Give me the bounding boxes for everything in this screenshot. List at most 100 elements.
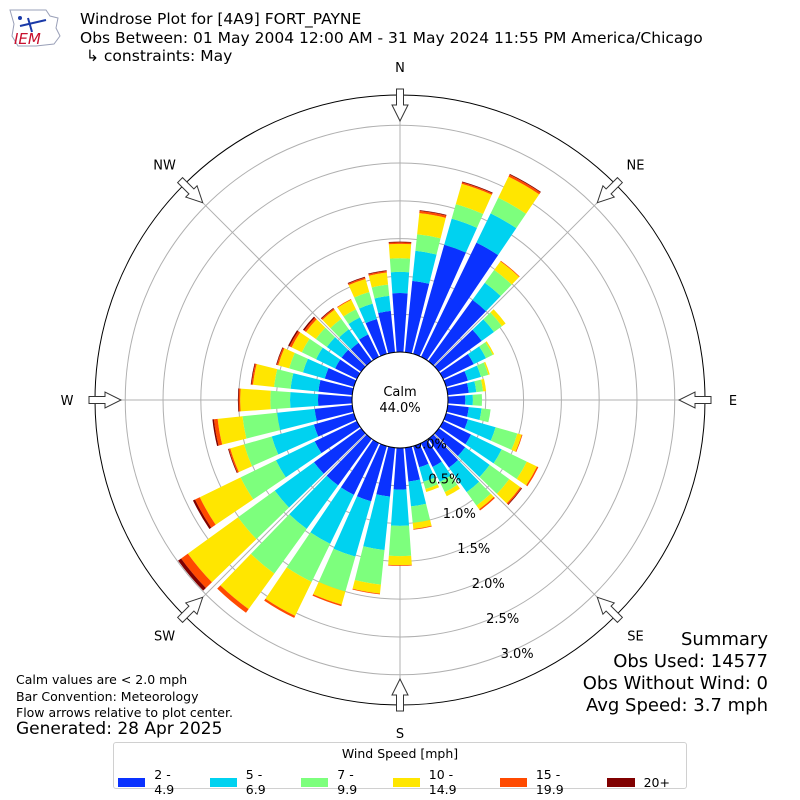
legend-swatch xyxy=(118,777,146,787)
windrose-bar-segment xyxy=(220,553,275,610)
windrose-bar-segment xyxy=(306,319,326,340)
windrose-bar-segment xyxy=(335,359,361,380)
windrose-bar-segment xyxy=(472,319,494,341)
flow-arrow-icon xyxy=(596,176,624,204)
summary-obs-without-wind: Obs Without Wind: 0 xyxy=(582,673,768,694)
legend-item: 15 - 19.9 xyxy=(499,767,591,797)
windrose-bar-segment xyxy=(244,436,279,467)
windrose-bar-segment xyxy=(393,447,407,490)
windrose-bar-segment xyxy=(217,416,247,445)
logo-text: IEM xyxy=(14,30,41,48)
windrose-bar-segment xyxy=(483,312,502,332)
windrose-bar-segment xyxy=(313,428,366,474)
windrose-bar-segment xyxy=(484,269,512,297)
windrose-bar-segment xyxy=(451,204,484,228)
calm-circle xyxy=(351,351,449,449)
windrose-bar-segment xyxy=(490,197,527,229)
direction-label: S xyxy=(396,727,404,742)
legend-label: 5 - 6.9 xyxy=(245,767,266,797)
windrose-bar-segment xyxy=(242,412,281,439)
windrose-bar-segment xyxy=(343,309,360,324)
windrose-bar-segment xyxy=(240,388,271,412)
windrose-bar-segment xyxy=(302,358,329,379)
windrose-bar-segment xyxy=(404,280,430,354)
windrose-bar-segment xyxy=(212,419,219,446)
windrose-bar-segment xyxy=(238,490,289,540)
windrose-bar-segment xyxy=(238,388,241,412)
windrose-bar-segment xyxy=(483,361,490,375)
windrose-bar-segment xyxy=(337,299,356,317)
radial-tick-label: 0.5% xyxy=(428,472,461,487)
windrose-bar-segment xyxy=(326,434,372,486)
windrose-bar-segment xyxy=(348,278,370,298)
calm-threshold-note: Calm values are < 2.0 mph xyxy=(16,672,188,687)
flow-arrow-icon xyxy=(677,391,712,409)
windrose-bar-segment xyxy=(341,349,366,372)
windrose-bar-segment xyxy=(354,546,385,585)
radial-tick-label: 2.5% xyxy=(486,612,519,627)
windrose-bar-segment xyxy=(461,182,493,195)
windrose-bar-segment xyxy=(496,479,521,504)
windrose-bar-segment xyxy=(419,210,447,216)
windrose-bar-segment xyxy=(462,181,493,194)
windrose-bar-segment xyxy=(352,579,381,594)
flow-arrow-icon xyxy=(391,677,409,712)
windrose-bar-segment xyxy=(476,213,517,256)
windrose-bar-segment xyxy=(464,365,482,381)
windrose-bar-segment xyxy=(419,210,447,218)
windrose-bar-segment xyxy=(447,395,466,405)
windrose-bar-segment xyxy=(276,347,284,365)
windrose-bar-segment xyxy=(270,390,291,410)
windrose-bars xyxy=(178,173,541,618)
windrose-bar-segment xyxy=(313,413,357,437)
radial-tick-label: 2.0% xyxy=(472,577,505,592)
windrose-bar-segment xyxy=(467,346,487,365)
windrose-bar-segment xyxy=(265,567,312,616)
windrose-bar-segment xyxy=(439,475,458,493)
windrose-bar-segment xyxy=(289,475,339,529)
windrose-bar-segment xyxy=(310,487,354,544)
flow-arrows-note: Flow arrows relative to plot center. xyxy=(16,705,233,720)
windrose-bar-segment xyxy=(347,277,366,286)
windrose-bar-segment xyxy=(314,420,361,454)
windrose-bar-segment xyxy=(466,481,491,506)
windrose-bar-segment xyxy=(443,413,468,429)
windrose-bar-segment xyxy=(359,334,380,361)
radial-tick-label: 3.0% xyxy=(501,647,534,662)
windrose-bar-segment xyxy=(408,479,427,507)
windrose-bar-segment xyxy=(251,363,257,385)
legend-swatch xyxy=(392,777,420,787)
windrose-bar-segment xyxy=(181,553,212,589)
windrose-bar-segment xyxy=(304,317,317,332)
legend-items: 2 - 4.9 5 - 6.9 7 - 9.9 10 - 14.9 15 - 19.9 2… xyxy=(118,767,686,797)
legend-title: Wind Speed [mph] xyxy=(341,746,459,761)
windrose-bar-segment xyxy=(420,439,442,467)
legend-label: 2 - 4.9 xyxy=(154,767,175,797)
windrose-bar-segment xyxy=(467,381,477,393)
legend-label: 10 - 14.9 xyxy=(428,767,457,797)
windrose-bar-segment xyxy=(333,496,372,557)
calm-label: Calm xyxy=(383,385,416,400)
windrose-bar-segment xyxy=(390,271,410,294)
windrose-bar-segment xyxy=(192,499,212,530)
bar-convention-note: Bar Convention: Meteorology xyxy=(16,689,199,704)
windrose-bar-segment xyxy=(413,525,432,530)
windrose-bar-segment xyxy=(415,234,441,255)
windrose-bar-segment xyxy=(289,352,308,373)
legend-item: 7 - 9.9 xyxy=(301,767,377,797)
direction-label: W xyxy=(61,394,74,409)
windrose-bar-segment xyxy=(317,394,353,406)
legend-swatch xyxy=(301,777,329,787)
windrose-bar-segment xyxy=(250,363,256,385)
windrose-bar-segment xyxy=(337,299,352,308)
windrose-bar-segment xyxy=(340,439,380,495)
windrose-bar-segment xyxy=(472,282,501,312)
windrose-bar-segment xyxy=(194,497,216,528)
windrose-bar-segment xyxy=(439,420,472,445)
windrose-bar-segment xyxy=(326,337,349,358)
windrose-bar-segment xyxy=(187,517,257,583)
windrose-bar-segment xyxy=(237,388,240,412)
windrose-bar-segment xyxy=(413,244,466,357)
chart-title: Windrose Plot for [4A9] FORT_PAYNE xyxy=(80,10,362,28)
windrose-bar-segment xyxy=(388,241,412,243)
